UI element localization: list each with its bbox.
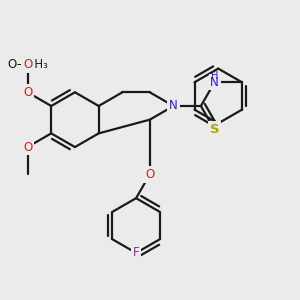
Text: N: N [169,100,178,112]
Text: O−CH₃: O−CH₃ [7,58,48,71]
Text: F: F [133,246,140,260]
Text: O: O [23,86,32,99]
Text: O: O [23,86,32,99]
Text: H: H [211,71,218,81]
Text: O: O [23,86,32,99]
Text: S: S [210,123,219,136]
Text: O: O [23,141,32,154]
Text: O: O [23,58,32,71]
Text: N: N [210,76,219,89]
Text: O: O [23,58,32,71]
Text: O: O [145,168,154,181]
